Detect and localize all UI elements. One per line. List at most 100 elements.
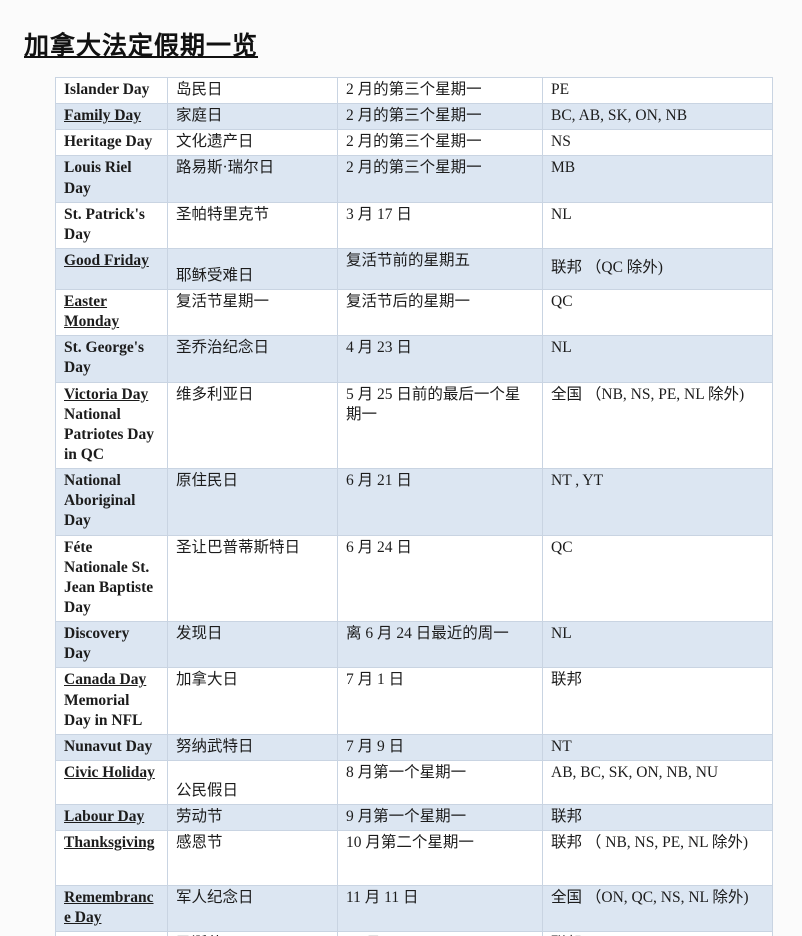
holiday-date-cell: 6 月 21 日 <box>337 468 543 536</box>
holiday-region-cell: NL <box>542 201 773 249</box>
holiday-row: Louis Riel Day 路易斯·瑞尔日 2 月的第三个星期一 MB <box>55 155 773 203</box>
holiday-name-zh-cell: 家庭日 <box>167 103 338 131</box>
holiday-name-zh-cell: 圣乔治纪念日 <box>167 335 338 383</box>
holiday-region-cell: 联邦 <box>542 931 773 936</box>
holiday-date-cell: 2 月的第三个星期一 <box>337 103 543 131</box>
holiday-name-en: St. George's Day <box>64 339 145 377</box>
holiday-region-cell: 联邦 （QC 除外) <box>542 247 773 290</box>
holiday-row: National Aboriginal Day 原住民日 6 月 21 日 NT… <box>55 468 773 536</box>
holiday-date-cell: 12 月 25 日 <box>337 931 543 936</box>
holiday-name-en-cell: Discovery Day <box>55 621 168 669</box>
holiday-row: Canada Day Memorial Day in NFL 加拿大日 7 月 1… <box>55 667 773 735</box>
holiday-row: Islander Day 岛民日 2 月的第三个星期一 PE <box>55 76 773 105</box>
page-title: 加拿大法定假期一览 <box>24 32 259 60</box>
holiday-region-cell: BC, AB, SK, ON, NB <box>542 103 773 131</box>
holiday-row: Good Friday 耶稣受难日 复活节前的星期五 联邦 （QC 除外) <box>55 247 773 290</box>
holiday-row: Discovery Day 发现日 离 6 月 24 日最近的周一 NL <box>55 621 773 669</box>
holiday-name-en-cell: Canada Day Memorial Day in NFL <box>55 667 168 735</box>
holiday-date-cell: 6 月 24 日 <box>337 534 543 623</box>
holiday-name-en-cell: Louis Riel Day <box>55 155 168 203</box>
holiday-date-cell: 8 月第一个星期一 <box>337 759 543 805</box>
holiday-name-en: National Aboriginal Day <box>64 472 136 530</box>
holiday-region-cell: 全国 （NB, NS, PE, NL 除外) <box>542 381 773 470</box>
holiday-row: Victoria Day National Patriotes Day in QC… <box>55 381 773 470</box>
holiday-name-en-cell: National Aboriginal Day <box>55 468 168 536</box>
holiday-date-cell: 2 月的第三个星期一 <box>337 129 543 157</box>
holiday-date-cell: 11 月 11 日 <box>337 885 543 933</box>
holiday-name-en: Labour Day <box>64 807 145 825</box>
holiday-region-cell: NS <box>542 129 773 157</box>
holiday-name-zh-cell: 圣诞节 <box>167 931 338 936</box>
holidays-table: Islander Day 岛民日 2 月的第三个星期一 PE Family Da… <box>55 76 773 936</box>
holiday-region-cell: 联邦 <box>542 667 773 735</box>
holiday-name-en-cell: Heritage Day <box>55 129 168 157</box>
holiday-name-en: Family Day <box>64 107 142 125</box>
holidays-table-body: Islander Day 岛民日 2 月的第三个星期一 PE Family Da… <box>55 76 773 936</box>
holiday-region-cell: AB, BC, SK, ON, NB, NU <box>542 759 773 805</box>
holiday-name-zh-cell: 军人纪念日 <box>167 885 338 933</box>
holiday-name-en-cell: Victoria Day National Patriotes Day in QC <box>55 381 168 470</box>
holiday-date-cell: 复活节前的星期五 <box>337 247 543 290</box>
holiday-name-zh-cell: 圣帕特里克节 <box>167 201 338 249</box>
holiday-name-en-secondary: Memorial Day in NFL <box>64 691 143 729</box>
holiday-date-cell: 9 月第一个星期一 <box>337 803 543 832</box>
holiday-name-en: Discovery Day <box>64 625 130 663</box>
holiday-date-cell: 4 月 23 日 <box>337 335 543 383</box>
holiday-region-cell: NT , YT <box>542 468 773 536</box>
holiday-name-en-cell: St. George's Day <box>55 335 168 383</box>
holiday-name-en-cell: Remembrance Day <box>55 885 168 933</box>
holiday-name-en: Louis Riel Day <box>64 159 132 197</box>
holiday-name-en: St. Patrick's Day <box>64 205 145 243</box>
holiday-name-en: Nunavut Day <box>64 737 153 755</box>
holiday-name-zh-cell: 感恩节 <box>167 830 338 887</box>
holiday-region-cell: 全国 （ON, QC, NS, NL 除外) <box>542 885 773 933</box>
holiday-name-en: Féte Nationale St. Jean Baptiste Day <box>64 538 154 616</box>
holiday-name-zh-cell: 发现日 <box>167 621 338 669</box>
holiday-name-en-cell: Easter Monday <box>55 288 168 337</box>
holiday-name-en-secondary: National Patriotes Day in QC <box>64 405 154 463</box>
holiday-name-en: Canada Day <box>64 671 147 689</box>
holiday-region-cell: QC <box>542 534 773 623</box>
holiday-name-zh-cell: 文化遗产日 <box>167 129 338 157</box>
holiday-row: Féte Nationale St. Jean Baptiste Day 圣让巴… <box>55 534 773 623</box>
holiday-name-en: Victoria Day <box>64 385 149 403</box>
holiday-name-en-cell: Civic Holiday <box>55 759 168 805</box>
holiday-name-zh-cell: 岛民日 <box>167 76 338 105</box>
holiday-name-zh-cell: 路易斯·瑞尔日 <box>167 155 338 203</box>
holiday-name-en: Islander Day <box>64 81 150 98</box>
holiday-date-cell: 2 月的第三个星期一 <box>337 155 543 203</box>
holiday-name-en-cell: Christmas Day <box>55 931 168 936</box>
holiday-date-cell: 10 月第二个星期一 <box>337 830 543 887</box>
holiday-row: Thanksgiving 感恩节 10 月第二个星期一 联邦 （ NB, NS,… <box>55 830 773 887</box>
holiday-region-cell: NL <box>542 335 773 383</box>
holiday-name-en: Good Friday <box>64 251 149 269</box>
holiday-region-cell: MB <box>542 155 773 203</box>
holiday-row: Easter Monday 复活节星期一 复活节后的星期一 QC <box>55 288 773 337</box>
holiday-region-cell: PE <box>542 76 773 105</box>
holiday-date-cell: 7 月 9 日 <box>337 733 543 761</box>
holiday-name-zh-cell: 公民假日 <box>167 759 338 805</box>
holiday-row: Labour Day 劳动节 9 月第一个星期一 联邦 <box>55 803 773 832</box>
holiday-row: Christmas Day 圣诞节 12 月 25 日 联邦 <box>55 931 773 936</box>
holiday-name-en-cell: Family Day <box>55 103 168 131</box>
holiday-row: Civic Holiday 公民假日 8 月第一个星期一 AB, BC, SK,… <box>55 759 773 805</box>
holiday-name-en: Heritage Day <box>64 133 153 151</box>
holiday-name-en-cell: Labour Day <box>55 803 168 832</box>
holiday-name-en-cell: Islander Day <box>55 76 168 105</box>
holiday-name-zh-cell: 耶稣受难日 <box>167 247 338 290</box>
holiday-date-cell: 7 月 1 日 <box>337 667 543 735</box>
holiday-name-zh-cell: 复活节星期一 <box>167 288 338 337</box>
holiday-name-zh-cell: 圣让巴普蒂斯特日 <box>167 534 338 623</box>
holiday-row: St. Patrick's Day 圣帕特里克节 3 月 17 日 NL <box>55 201 773 249</box>
holiday-name-zh-cell: 努纳武特日 <box>167 733 338 761</box>
holiday-name-en: Remembrance Day <box>64 889 154 927</box>
holiday-name-en: Thanksgiving <box>64 834 155 852</box>
holiday-name-en-cell: St. Patrick's Day <box>55 201 168 249</box>
holiday-row: Family Day 家庭日 2 月的第三个星期一 BC, AB, SK, ON… <box>55 103 773 131</box>
holiday-row: St. George's Day 圣乔治纪念日 4 月 23 日 NL <box>55 335 773 383</box>
holiday-name-en-cell: Good Friday <box>55 247 168 290</box>
holiday-name-en: Easter Monday <box>64 292 120 331</box>
holiday-region-cell: 联邦 <box>542 803 773 832</box>
holiday-row: Heritage Day 文化遗产日 2 月的第三个星期一 NS <box>55 129 773 157</box>
